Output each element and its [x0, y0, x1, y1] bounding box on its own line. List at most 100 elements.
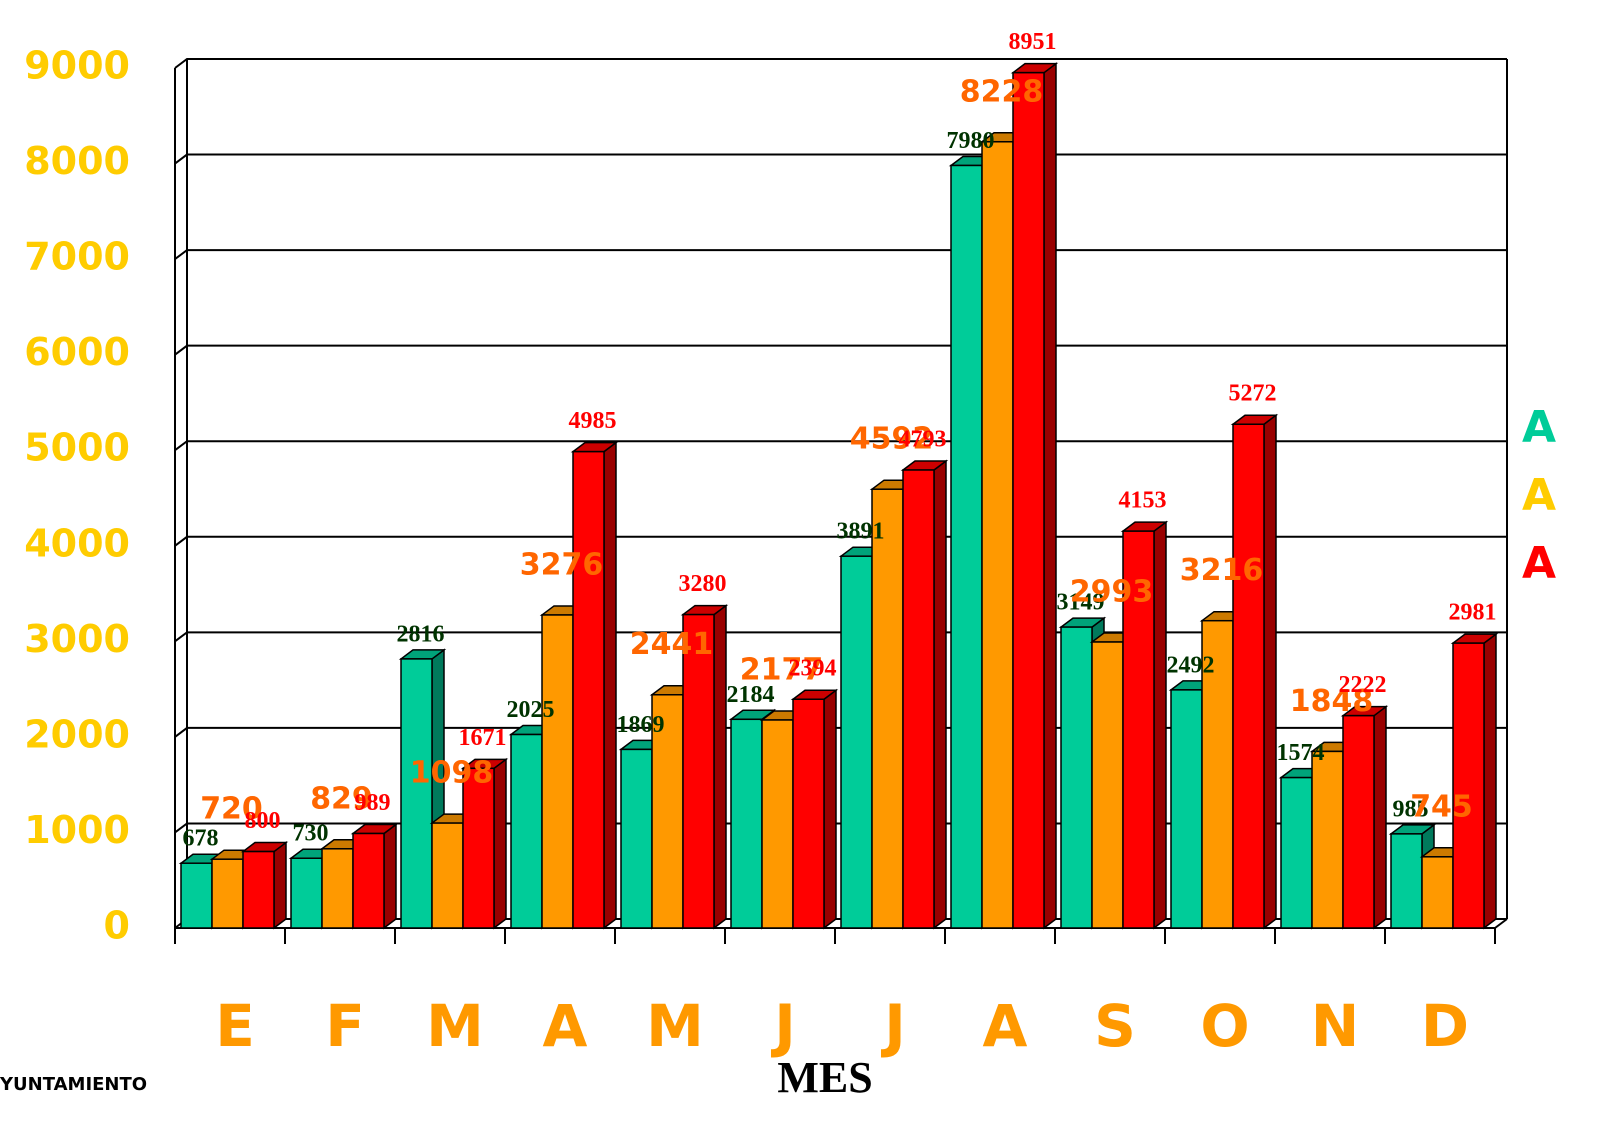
data-label: 800: [245, 808, 281, 834]
logo-text: YUNTAMIENTO: [0, 1074, 147, 1095]
bar-front: [572, 450, 605, 929]
bar-side: [1483, 632, 1497, 930]
y-tick-label: 6000: [24, 330, 130, 374]
bar-front: [1421, 856, 1454, 929]
grid-line: [174, 535, 1507, 547]
x-tick-label: M: [646, 992, 704, 1060]
bar: [1340, 705, 1389, 930]
grid-line: [174, 344, 1507, 356]
legend-entry: A: [1522, 538, 1556, 589]
y-tick-label: 7000: [24, 235, 130, 279]
bar-front: [352, 832, 385, 929]
data-label: 4985: [569, 408, 617, 434]
x-tick-label: F: [325, 992, 365, 1060]
bar: [460, 757, 509, 930]
data-label: 3280: [679, 571, 727, 597]
bar: [680, 604, 729, 930]
bar-front: [431, 822, 464, 929]
bar-front: [211, 858, 244, 929]
bar-front: [510, 733, 543, 929]
bar: [1010, 62, 1059, 930]
bar: [900, 459, 949, 930]
x-tick-label: J: [880, 992, 906, 1060]
bar-front: [242, 850, 275, 929]
data-label: 2222: [1339, 672, 1387, 698]
data-label: 1848: [1290, 684, 1374, 719]
bar: [790, 688, 839, 930]
bar-side: [1153, 520, 1167, 930]
bar-side: [1043, 62, 1057, 930]
bar-front: [1122, 530, 1155, 929]
bar-front: [180, 862, 213, 929]
bar-front: [1201, 619, 1234, 929]
y-tick-label: 4000: [24, 521, 130, 565]
bar: [570, 441, 619, 930]
grid-line: [174, 249, 1507, 260]
data-label: 2492: [1167, 652, 1215, 678]
y-tick-label: 3000: [24, 617, 130, 661]
data-label: 3216: [1180, 553, 1264, 588]
data-label: 2177: [740, 652, 824, 687]
data-label: 3149: [1057, 590, 1105, 616]
bar-front: [981, 141, 1014, 929]
data-label: 2981: [1449, 600, 1497, 626]
bar-front: [1452, 642, 1485, 929]
data-label: 8228: [960, 74, 1044, 109]
bar-front: [950, 164, 983, 929]
grid-line: [174, 153, 1507, 165]
bar-front: [1342, 714, 1375, 929]
y-tick-label: 9000: [24, 44, 130, 88]
bar-front: [1232, 423, 1265, 929]
bar-side: [1263, 413, 1277, 930]
bar: [1120, 520, 1169, 930]
data-label: 4793: [899, 427, 947, 453]
bar-side: [603, 441, 617, 930]
bar-front: [761, 719, 794, 929]
data-label: 1671: [459, 725, 507, 751]
y-tick-label: 5000: [24, 426, 130, 470]
data-label: 5272: [1229, 381, 1277, 407]
bar-front: [1012, 71, 1045, 929]
data-label: 3891: [837, 519, 885, 545]
grid-line: [174, 440, 1507, 452]
bar-side: [493, 757, 507, 930]
bar-side: [1373, 705, 1387, 930]
data-label: 2394: [789, 656, 837, 682]
bar: [1230, 413, 1279, 930]
x-tick-label: E: [215, 992, 255, 1060]
bar-front: [1091, 641, 1124, 929]
data-label: 8951: [1009, 29, 1057, 55]
bar-front: [902, 469, 935, 929]
legend-entry: A: [1522, 470, 1556, 521]
x-tick-label: S: [1094, 992, 1136, 1060]
bar-side: [823, 688, 837, 930]
floor-right: [1494, 918, 1508, 929]
x-tick-label: O: [1200, 992, 1249, 1060]
bar-front: [1060, 626, 1093, 929]
data-label: 4153: [1119, 488, 1167, 514]
data-label: 985: [1393, 796, 1429, 822]
bar-side: [383, 822, 397, 930]
x-tick-label: M: [426, 992, 484, 1060]
bar-front: [541, 614, 574, 929]
bar-front: [1170, 689, 1203, 929]
data-label: 720: [200, 792, 263, 827]
data-label: 2025: [507, 697, 555, 723]
data-label: 989: [355, 790, 391, 816]
bar-front: [462, 767, 495, 929]
bar-front: [730, 718, 763, 929]
data-label: 829: [310, 781, 373, 816]
bar: [240, 841, 289, 930]
bar-front: [871, 488, 904, 929]
data-label: 745: [1410, 789, 1473, 824]
data-label: 730: [293, 821, 329, 847]
data-label: 678: [183, 826, 219, 852]
x-tick-label: D: [1421, 992, 1469, 1060]
bar-front: [1311, 750, 1344, 929]
bar: [1450, 632, 1499, 930]
grid-line: [174, 58, 1507, 69]
y-tick-label: 1000: [24, 808, 130, 852]
bar-front: [1390, 833, 1423, 929]
y-tick-label: 2000: [24, 712, 130, 756]
